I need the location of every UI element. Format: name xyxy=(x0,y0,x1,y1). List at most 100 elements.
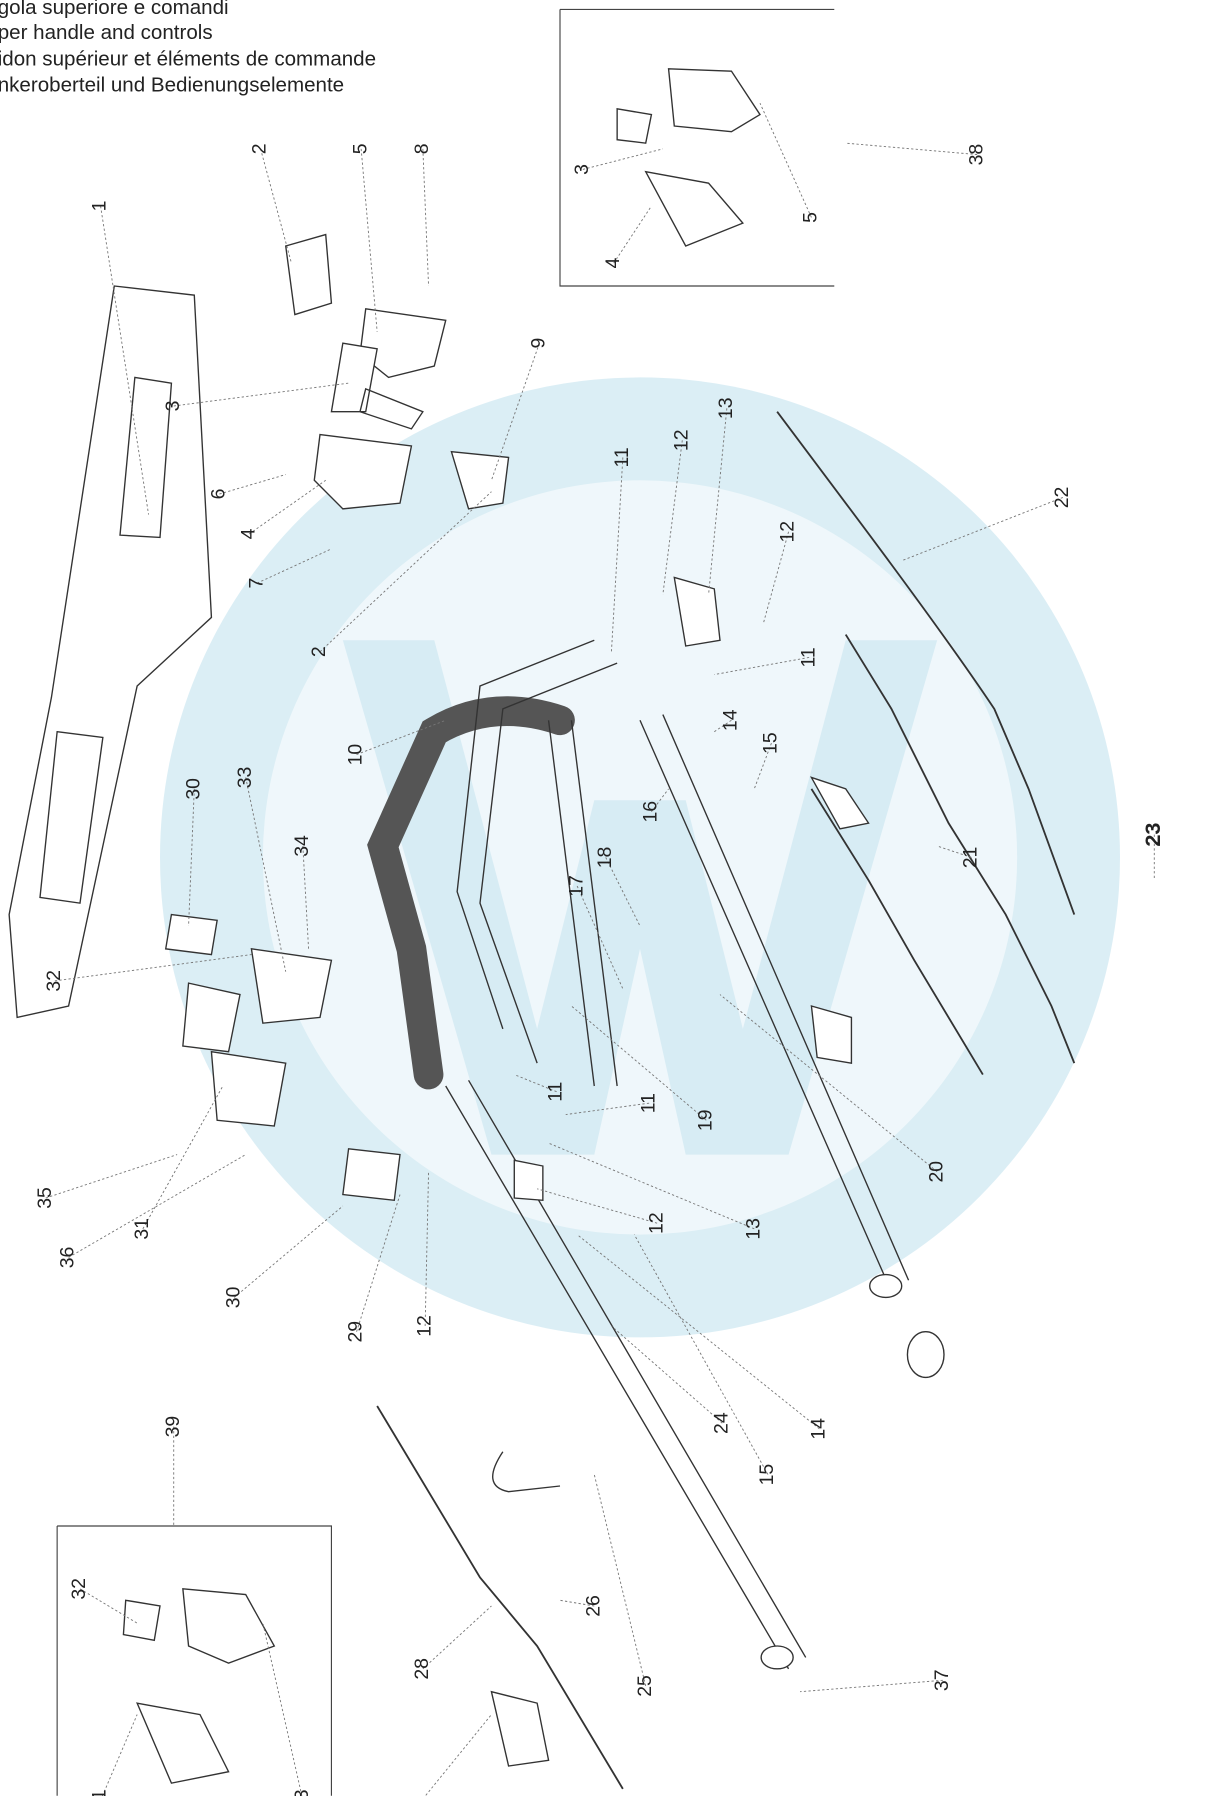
leader-line xyxy=(245,777,287,972)
handle-grip xyxy=(367,696,575,1090)
leader-line xyxy=(45,1154,178,1199)
leader-line xyxy=(762,531,790,624)
cap xyxy=(906,1331,945,1379)
leader-line xyxy=(302,845,310,949)
callout-number: 3 xyxy=(571,164,593,175)
leader-line xyxy=(610,457,624,652)
callout-number: 2 xyxy=(249,143,271,154)
leader-line xyxy=(188,788,195,927)
leader-line xyxy=(633,1234,769,1475)
tube-end xyxy=(760,1645,794,1670)
callout-number: 25 xyxy=(634,1675,656,1697)
leader-line xyxy=(68,1154,246,1258)
callout-number: 1 xyxy=(89,201,111,212)
callout-number: 24 xyxy=(710,1412,732,1434)
leader-line xyxy=(576,885,624,990)
leader-line xyxy=(142,1085,224,1230)
leader-line xyxy=(662,440,683,595)
callout-number: 11 xyxy=(637,1093,659,1113)
callout-number: 39 xyxy=(162,1416,184,1438)
leader-line xyxy=(101,1714,138,1796)
cable xyxy=(844,634,1076,1064)
callout-number: 3 xyxy=(162,401,184,412)
leader-line xyxy=(233,1205,344,1298)
leader-line xyxy=(548,1142,755,1230)
callout-number: 5 xyxy=(800,212,822,223)
header-line: per handle and controls xyxy=(0,21,213,44)
leader-line xyxy=(490,342,540,481)
callout-number: 13 xyxy=(715,397,737,419)
leader-line xyxy=(356,719,446,755)
callout-number: 6 xyxy=(208,489,230,500)
callout-number: 12 xyxy=(670,429,692,451)
leader-line xyxy=(708,408,728,595)
header-line: idon supérieur et éléments de commande xyxy=(0,47,376,70)
cable xyxy=(376,1405,624,1790)
callout-number: 12 xyxy=(645,1212,667,1234)
callout-number: 35 xyxy=(34,1187,56,1209)
leader-line xyxy=(593,1474,647,1687)
callout-number: 29 xyxy=(345,1321,367,1343)
header-line: nkeroberteil und Bedienungselemente xyxy=(0,74,344,97)
callout-number: 7 xyxy=(245,578,267,589)
callout-number: 18 xyxy=(594,847,616,869)
callout-number: 20 xyxy=(925,1161,947,1183)
leader-line xyxy=(753,742,772,790)
callout-number: 31 xyxy=(131,1218,153,1240)
callout-number: 33 xyxy=(291,1789,313,1796)
callout-number: 21 xyxy=(960,847,982,869)
callout-number: 9 xyxy=(528,338,550,349)
callout-number: 12 xyxy=(777,521,799,543)
leader-line xyxy=(576,1234,820,1430)
callout-number: 17 xyxy=(565,875,587,897)
hook xyxy=(492,1451,561,1493)
callout-number: 4 xyxy=(237,528,259,539)
leader-line xyxy=(173,382,349,407)
callout-number: 14 xyxy=(808,1418,830,1440)
leader-line xyxy=(100,205,150,515)
leader-line xyxy=(571,1005,707,1121)
leader-line xyxy=(559,1599,595,1607)
leader-line xyxy=(54,954,252,982)
callout-number: 19 xyxy=(694,1109,716,1131)
inset-frame xyxy=(559,8,835,287)
lever-assembly xyxy=(122,68,870,1784)
leader-line xyxy=(799,1679,943,1693)
callout-number: 15 xyxy=(760,732,782,754)
leader-line xyxy=(651,788,669,812)
leader-line xyxy=(79,1588,138,1624)
callout-number: 11 xyxy=(611,447,633,467)
leader-line xyxy=(565,1102,650,1116)
tube-end xyxy=(869,1273,903,1299)
handle-body xyxy=(8,285,213,1019)
callout-number: 5 xyxy=(349,143,371,154)
leader-line xyxy=(422,1605,492,1670)
callout-number: 22 xyxy=(1051,487,1073,509)
callout-number: 11 xyxy=(545,1082,567,1102)
leader-line xyxy=(514,1074,557,1093)
leader-line xyxy=(262,1623,303,1796)
callout-number: 33 xyxy=(234,767,256,789)
callout-number: 15 xyxy=(756,1464,778,1486)
leader-line xyxy=(759,102,812,218)
handle-detail xyxy=(39,376,173,904)
cable xyxy=(776,411,1076,915)
callout-number: 32 xyxy=(43,970,65,992)
leader-line xyxy=(605,857,641,927)
leader-line xyxy=(260,148,292,264)
callout-number: 36 xyxy=(57,1247,79,1269)
leader-line xyxy=(719,994,938,1173)
callout-number: 4 xyxy=(602,258,624,269)
leader-line xyxy=(424,1714,492,1796)
leader-lines xyxy=(45,102,1155,1796)
callout-number: 23 xyxy=(1140,823,1165,847)
leader-line xyxy=(248,479,326,535)
frame-rod xyxy=(547,720,618,1087)
cable xyxy=(810,788,984,1076)
leader-line xyxy=(611,1325,723,1424)
callout-number: 14 xyxy=(720,709,742,731)
callout-number: 32 xyxy=(68,1578,90,1600)
callout-number: 34 xyxy=(291,835,313,857)
